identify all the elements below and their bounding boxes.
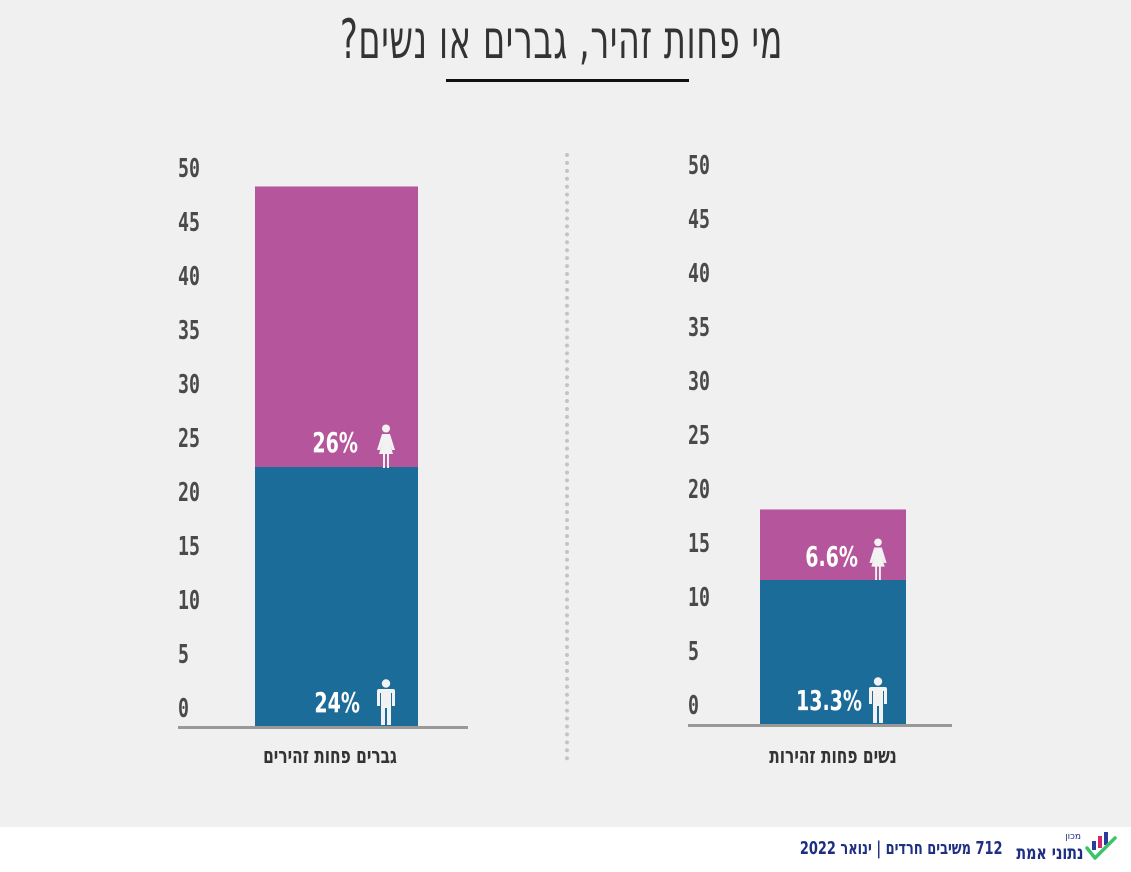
bar-segment-men [255, 467, 418, 726]
y-tick: 30 [688, 367, 710, 397]
man-icon [377, 679, 395, 725]
y-tick: 5 [688, 637, 699, 667]
footer [0, 827, 1131, 872]
y-tick: 45 [178, 208, 200, 238]
page-title: מי פחות זהיר, גברים או נשים? [339, 8, 784, 71]
y-tick: 10 [688, 583, 710, 613]
women-percent-label: 6.6% [805, 540, 858, 573]
bar-chart-check-icon [1085, 832, 1117, 860]
bar-segment-women [760, 509, 906, 580]
logo-small-text: מכון [1065, 832, 1081, 842]
x-axis-label: גברים פחות זהירים [263, 744, 397, 769]
women-percent-label: 26% [312, 426, 358, 459]
y-tick: 30 [178, 370, 200, 400]
men-percent-label: 13.3% [795, 684, 862, 717]
x-axis-line [178, 726, 468, 729]
y-tick: 40 [688, 259, 710, 289]
title-underline [446, 79, 689, 82]
woman-icon [869, 538, 887, 580]
y-tick: 5 [178, 640, 189, 670]
logo-name: נתוני אמת [1015, 842, 1083, 864]
y-tick: 20 [688, 475, 710, 505]
y-tick: 35 [178, 316, 200, 346]
men-percent-label: 24% [314, 686, 360, 719]
logo: מכון נתוני אמת [1015, 832, 1117, 866]
chart-divider [565, 153, 569, 761]
y-tick: 50 [178, 154, 200, 184]
man-icon [869, 677, 887, 723]
x-axis-line [688, 724, 952, 727]
y-tick: 25 [688, 421, 710, 451]
y-tick: 50 [688, 151, 710, 181]
x-axis-label: נשים פחות זהירות [769, 744, 897, 769]
y-tick: 0 [688, 691, 699, 721]
y-tick: 10 [178, 586, 200, 616]
y-tick: 25 [178, 424, 200, 454]
y-tick: 15 [178, 532, 200, 562]
y-tick: 15 [688, 529, 710, 559]
y-tick: 35 [688, 313, 710, 343]
y-tick: 40 [178, 262, 200, 292]
bar-segment-women [255, 186, 418, 467]
y-tick: 20 [178, 478, 200, 508]
woman-icon [377, 424, 395, 468]
y-tick: 0 [178, 694, 189, 724]
y-tick: 45 [688, 205, 710, 235]
footer-source-text: 712 משיבים חרדים | ינואר 2022 [800, 838, 1003, 859]
